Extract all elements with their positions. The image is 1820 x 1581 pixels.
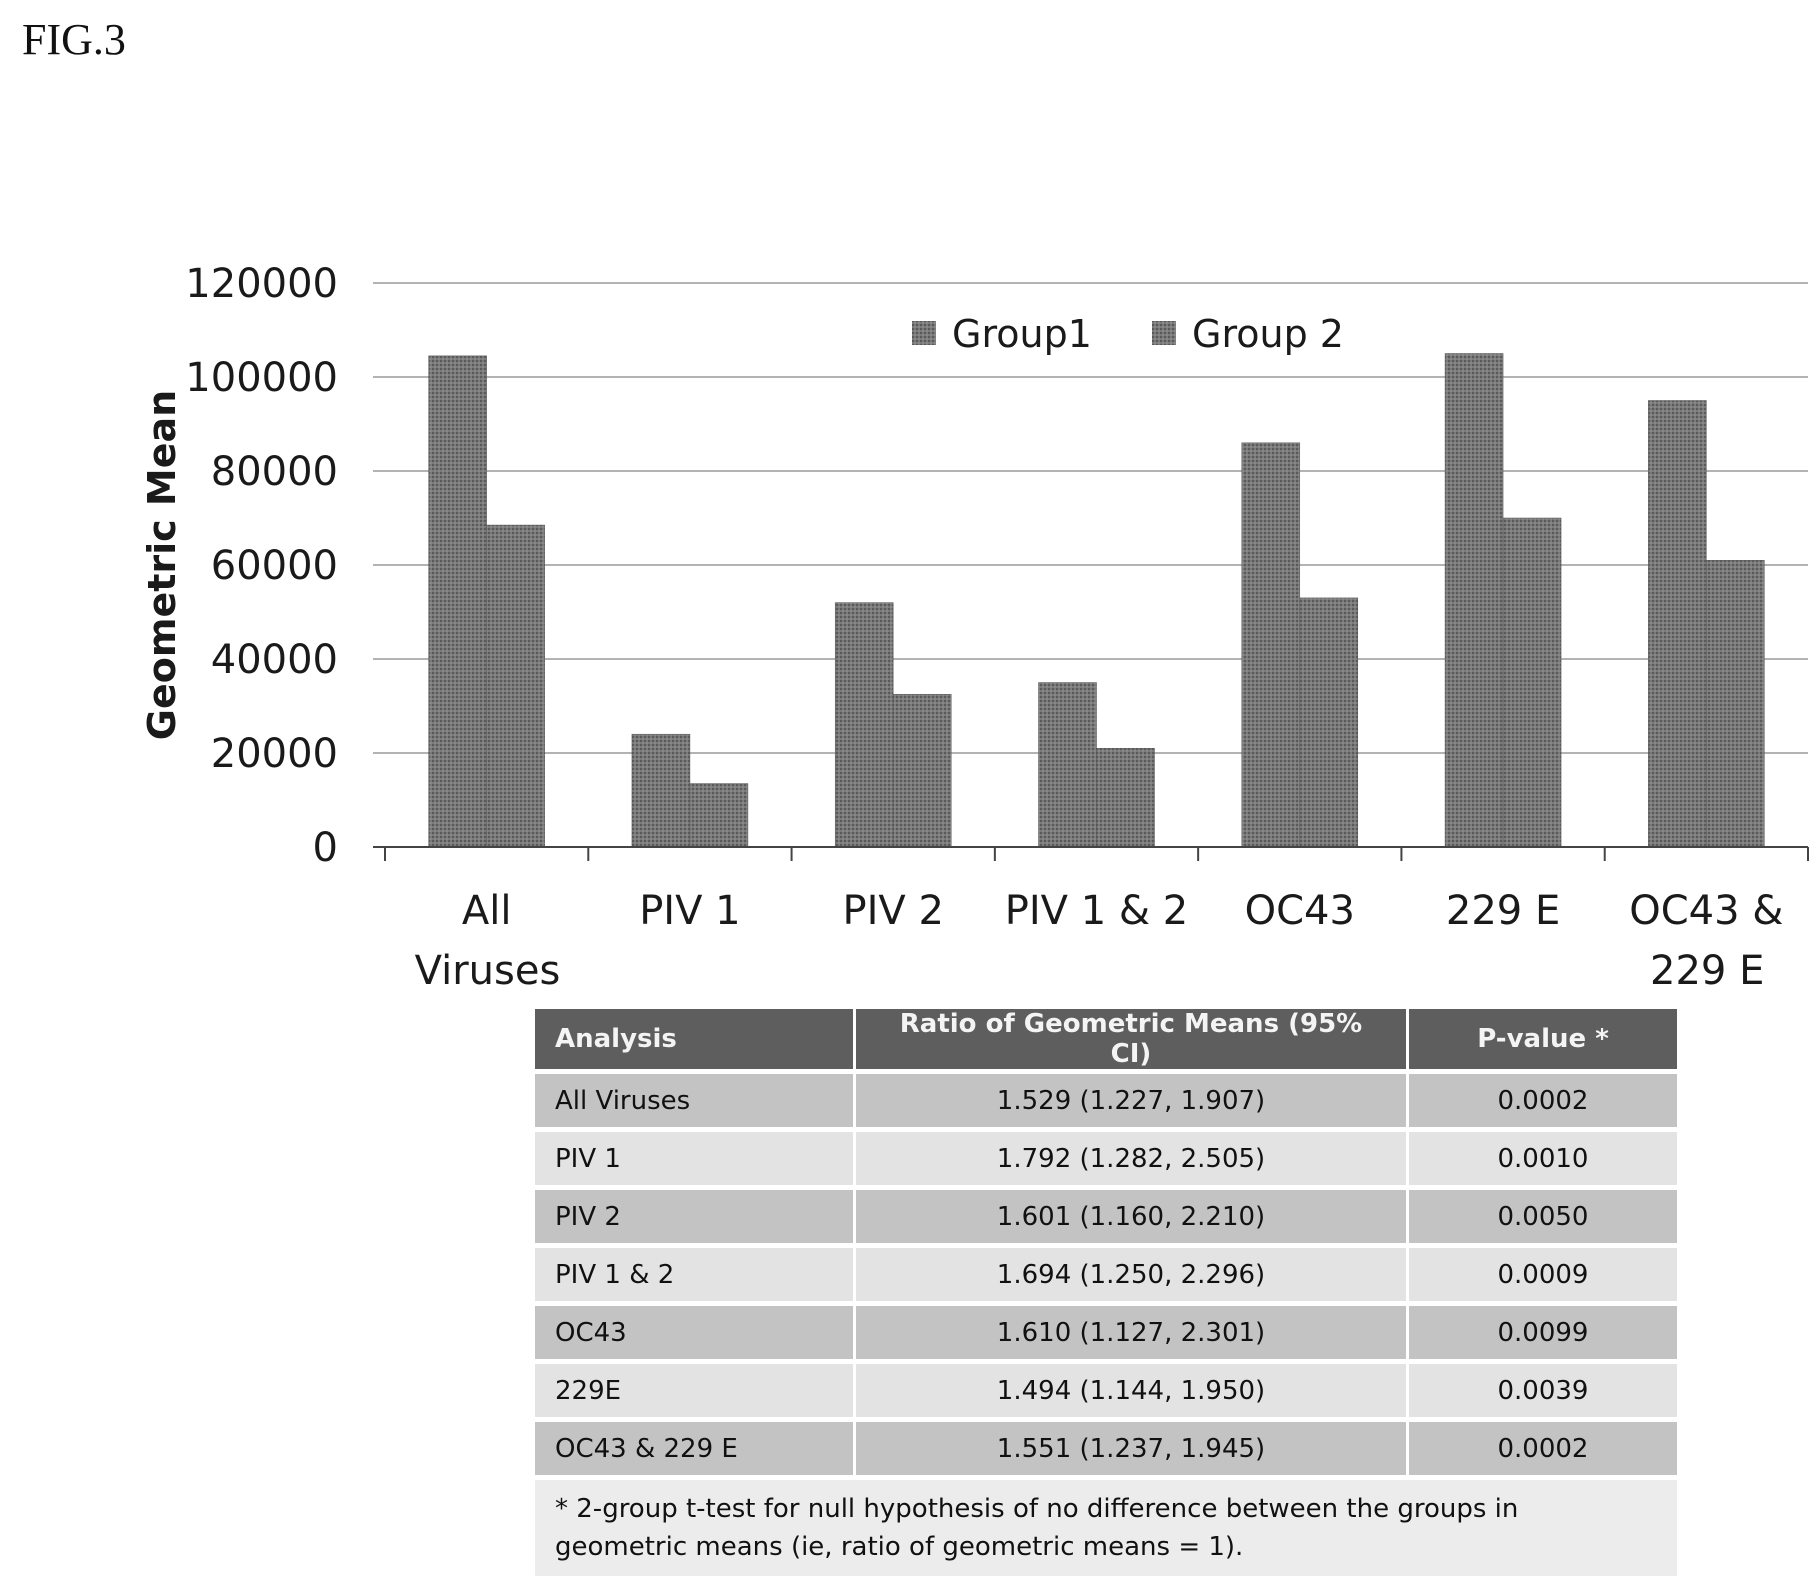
y-tick-label: 120000 [185, 261, 338, 307]
cell-analysis: OC43 & 229 E [535, 1422, 856, 1475]
cell-ratio: 1.601 (1.160, 2.210) [856, 1190, 1409, 1243]
bar-group1 [1241, 442, 1301, 848]
table-row: OC43 & 229 E 1.551 (1.237, 1.945) 0.0002 [535, 1422, 1677, 1475]
cell-ratio: 1.694 (1.250, 2.296) [856, 1248, 1409, 1301]
bar-group2 [1299, 597, 1359, 848]
bar-group2 [1502, 517, 1562, 848]
x-tick-label: 229 E [1650, 948, 1764, 994]
cell-analysis: OC43 [535, 1306, 856, 1359]
cell-analysis: All Viruses [535, 1074, 856, 1127]
cell-ratio: 1.792 (1.282, 2.505) [856, 1132, 1409, 1185]
cell-p-value: 0.0050 [1409, 1190, 1677, 1243]
table-row: PIV 2 1.601 (1.160, 2.210) 0.0050 [535, 1190, 1677, 1243]
y-tick-label: 40000 [211, 637, 338, 683]
cell-analysis: PIV 1 & 2 [535, 1248, 856, 1301]
table-row: PIV 1 & 2 1.694 (1.250, 2.296) 0.0009 [535, 1248, 1677, 1301]
legend-label: Group 2 [1192, 312, 1344, 356]
statistics-table: Analysis Ratio of Geometric Means (95% C… [535, 1004, 1677, 1581]
y-tick-label: 0 [313, 825, 338, 871]
cell-ratio: 1.529 (1.227, 1.907) [856, 1074, 1409, 1127]
x-tick-label: PIV 1 & 2 [1005, 888, 1189, 934]
legend-label: Group1 [952, 312, 1092, 356]
cell-p-value: 0.0099 [1409, 1306, 1677, 1359]
header-analysis: Analysis [535, 1009, 856, 1069]
bar-group2 [892, 694, 952, 848]
x-tick-label: PIV 1 [639, 888, 740, 934]
cell-analysis: 229E [535, 1364, 856, 1417]
figure-label: FIG.3 [22, 15, 126, 64]
cell-p-value: 0.0002 [1409, 1422, 1677, 1475]
x-tick-label: 229 E [1446, 888, 1560, 934]
bar-group1 [1038, 682, 1097, 848]
cell-p-value: 0.0009 [1409, 1248, 1677, 1301]
table-header-row: Analysis Ratio of Geometric Means (95% C… [535, 1009, 1677, 1069]
bar-group1 [631, 733, 691, 848]
x-tick-label: PIV 2 [842, 888, 943, 934]
y-axis-label: Geometric Mean [140, 390, 184, 740]
table-row: 229E 1.494 (1.144, 1.950) 0.0039 [535, 1364, 1677, 1417]
cell-p-value: 0.0010 [1409, 1132, 1677, 1185]
table-row: OC43 1.610 (1.127, 2.301) 0.0099 [535, 1306, 1677, 1359]
bar-group1 [1648, 400, 1707, 848]
bar-group1 [834, 602, 894, 848]
cell-p-value: 0.0002 [1409, 1074, 1677, 1127]
y-tick-label: 100000 [185, 355, 338, 401]
bar-group1 [428, 355, 487, 848]
header-p-value: P-value * [1409, 1009, 1677, 1069]
cell-p-value: 0.0039 [1409, 1364, 1677, 1417]
legend-swatch [1152, 321, 1176, 345]
table-row: PIV 1 1.792 (1.282, 2.505) 0.0010 [535, 1132, 1677, 1185]
cell-analysis: PIV 2 [535, 1190, 856, 1243]
bar-group2 [1706, 560, 1765, 848]
cell-ratio: 1.551 (1.237, 1.945) [856, 1422, 1409, 1475]
bar-chart: 0 20000 40000 60000 80000 100000 120000 All Viru… [140, 261, 1809, 994]
bar-group1 [1444, 353, 1504, 848]
x-tick-label: All [462, 888, 512, 934]
y-tick-label: 80000 [211, 449, 338, 495]
header-ratio: Ratio of Geometric Means (95% CI) [856, 1009, 1409, 1069]
table-footnote-row: * 2-group t-test for null hypothesis of … [535, 1480, 1677, 1576]
x-tick-label: OC43 & [1629, 888, 1783, 934]
y-tick-label: 20000 [211, 731, 338, 777]
table-row: All Viruses 1.529 (1.227, 1.907) 0.0002 [535, 1074, 1677, 1127]
y-tick-label: 60000 [211, 543, 338, 589]
cell-analysis: PIV 1 [535, 1132, 856, 1185]
bar-group2 [1096, 748, 1155, 848]
x-tick-label: Viruses [415, 948, 561, 994]
bar-group2 [486, 524, 545, 848]
cell-ratio: 1.494 (1.144, 1.950) [856, 1364, 1409, 1417]
legend-swatch [912, 321, 936, 345]
table-footnote: * 2-group t-test for null hypothesis of … [535, 1480, 1677, 1576]
bar-group2 [689, 783, 749, 848]
x-tick-label: OC43 [1245, 888, 1355, 934]
cell-ratio: 1.610 (1.127, 2.301) [856, 1306, 1409, 1359]
